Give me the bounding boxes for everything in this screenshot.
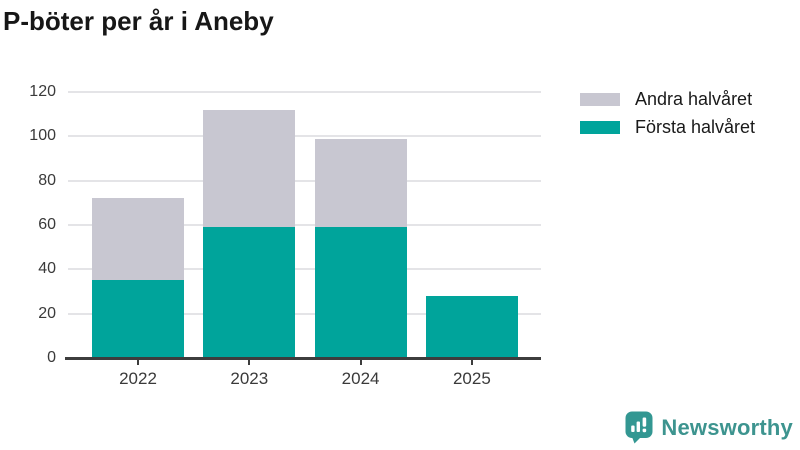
bar-2024-första-halvåret [314, 227, 407, 358]
y-axis-tick-label: 60 [38, 216, 56, 233]
bar-2024-andra-halvåret [314, 138, 407, 228]
bar-2022-andra-halvåret [92, 198, 184, 281]
y-axis-tick-label: 100 [29, 127, 56, 145]
legend-label: Andra halvåret [635, 88, 753, 109]
legend: Andra halvåret Första halvåret [580, 88, 755, 144]
legend-swatch [580, 92, 620, 106]
gridline-y-80 [68, 179, 541, 182]
legend-item: Första halvåret [580, 116, 755, 138]
y-axis-tick-label: 40 [38, 260, 56, 278]
legend-item: Andra halvåret [580, 88, 755, 110]
newsworthy-logo-text: Newsworthy [661, 414, 793, 440]
chart-title: P-böter per år i Aneby [3, 6, 274, 36]
bar-2025-första-halvåret [425, 295, 518, 358]
legend-swatch [580, 120, 620, 134]
x-axis-tick-2025 [470, 360, 473, 365]
x-axis-tick-2022 [137, 360, 139, 365]
gridline-y-120 [68, 91, 541, 93]
bar-2023-andra-halvåret [203, 109, 296, 228]
x-axis-tick-label: 2025 [452, 369, 491, 388]
legend-label: Första halvåret [635, 116, 756, 137]
y-axis-tick-label: 120 [29, 83, 56, 100]
x-axis-line [65, 357, 541, 360]
x-axis-tick-label: 2023 [230, 369, 269, 388]
x-axis-tick-label: 2022 [119, 369, 157, 388]
gridline-y-40 [68, 268, 541, 271]
x-axis-tick-2024 [359, 360, 362, 365]
y-axis-tick-label: 80 [38, 171, 56, 189]
y-axis-tick-label: 20 [38, 304, 56, 322]
gridline-y-60 [68, 224, 541, 226]
gridline-y-100 [68, 135, 541, 138]
newsworthy-logo[interactable]: Newsworthy [625, 411, 793, 444]
x-axis-tick-2023 [248, 360, 251, 365]
gridline-y-20 [68, 312, 541, 315]
bar-2023-första-halvåret [203, 227, 296, 358]
newsworthy-bar-chart-icon [625, 411, 654, 444]
y-axis-tick-label: 0 [47, 349, 56, 366]
bar-2022-första-halvåret [92, 280, 184, 358]
x-axis-tick-label: 2024 [341, 369, 380, 388]
